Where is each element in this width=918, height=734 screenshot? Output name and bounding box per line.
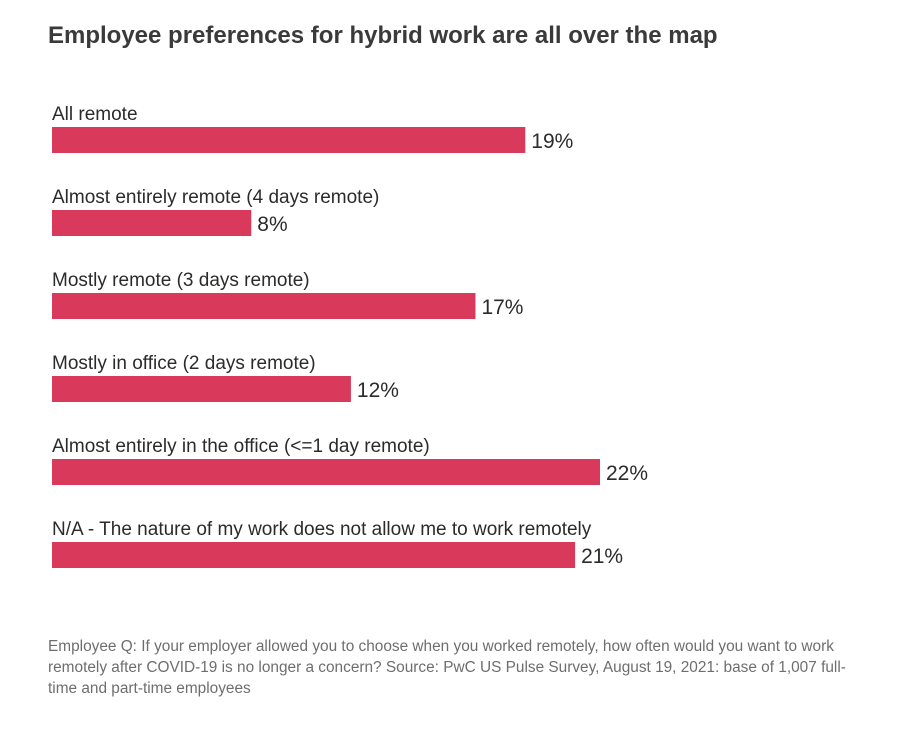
value-label: 21% <box>581 545 623 568</box>
bar <box>52 127 526 153</box>
category-label: N/A - The nature of my work does not all… <box>52 519 592 540</box>
bar <box>52 293 476 319</box>
value-label: 17% <box>481 296 523 319</box>
category-label: Mostly remote (3 days remote) <box>52 270 310 291</box>
bar <box>52 542 576 568</box>
bar-chart: All remote 19% Almost entirely remote (4 d… <box>52 104 648 568</box>
category-label: Almost entirely in the office (<=1 day r… <box>52 436 430 457</box>
category-label: All remote <box>52 104 138 125</box>
chart-footnote: Employee Q: If your employer allowed you… <box>48 638 846 697</box>
value-label: 22% <box>606 462 648 485</box>
category-label: Almost entirely remote (4 days remote) <box>52 187 379 208</box>
bar <box>52 210 252 236</box>
value-label: 8% <box>257 213 287 236</box>
value-label: 19% <box>531 130 573 153</box>
chart-title: Employee preferences for hybrid work are… <box>48 22 718 49</box>
bar <box>52 459 600 485</box>
bar <box>52 376 351 402</box>
category-label: Mostly in office (2 days remote) <box>52 353 316 374</box>
value-label: 12% <box>357 379 399 402</box>
